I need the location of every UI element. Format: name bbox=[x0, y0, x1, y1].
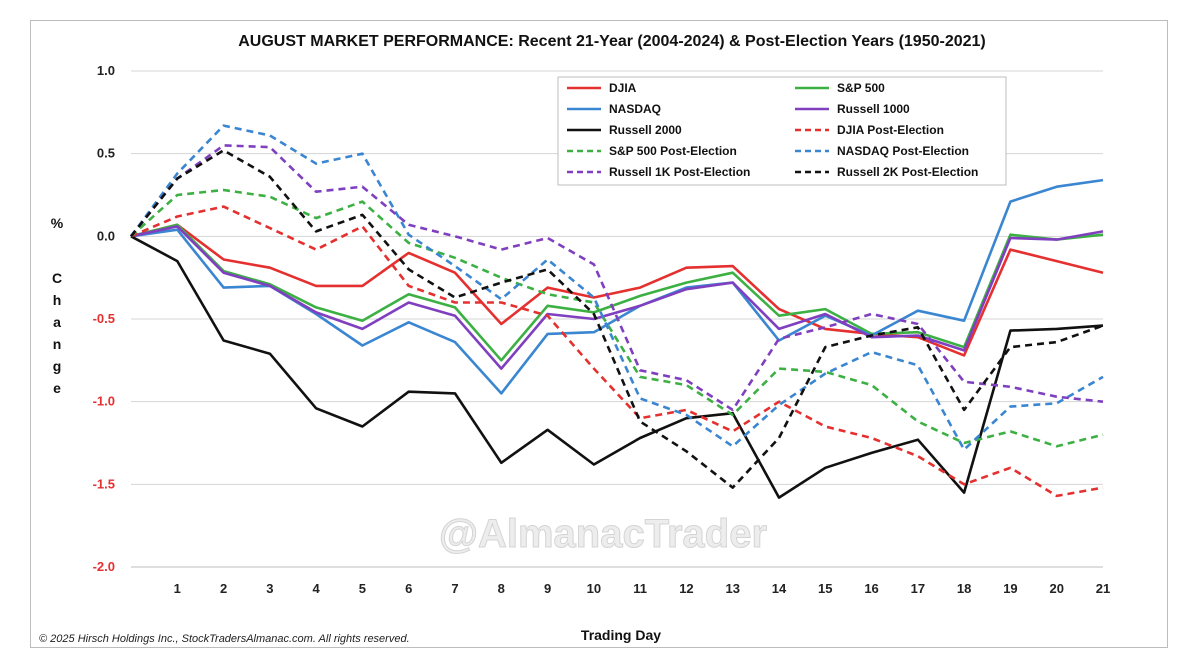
legend: DJIA S&P 500 NASDAQ Russell 1000 Russell 200… bbox=[557, 76, 1007, 186]
legend-label: NASDAQ Post-Election bbox=[837, 144, 969, 158]
x-tick-label: 4 bbox=[313, 581, 321, 596]
x-tick-label: 9 bbox=[544, 581, 551, 596]
series-lines bbox=[129, 124, 1104, 499]
x-tick-label: 6 bbox=[405, 581, 412, 596]
chart-frame: AUGUST MARKET PERFORMANCE: Recent 21-Yea… bbox=[30, 20, 1168, 648]
x-tick-label: 19 bbox=[1003, 581, 1017, 596]
y-tick-label: -0.5 bbox=[93, 311, 115, 326]
x-tick-label: 17 bbox=[911, 581, 925, 596]
x-axis-ticks: 1 2 3 4 5 6 7 8 9 10 11 12 13 14 15 16 17 18 19 20 21 bbox=[174, 581, 1111, 596]
legend-label: DJIA bbox=[609, 81, 637, 95]
gridlines bbox=[131, 70, 1103, 568]
series-line bbox=[130, 225, 1104, 370]
legend-label: S&P 500 bbox=[837, 81, 885, 95]
y-tick-label: -2.0 bbox=[93, 559, 115, 574]
x-tick-label: 11 bbox=[633, 581, 647, 596]
legend-label: Russell 2K Post-Election bbox=[837, 165, 978, 179]
y-tick-label: 0.0 bbox=[97, 228, 115, 243]
y-axis-label-letter: n bbox=[53, 336, 62, 352]
y-axis-label-percent: % bbox=[51, 215, 64, 231]
x-tick-label: 5 bbox=[359, 581, 366, 596]
y-tick-label: 0.5 bbox=[97, 146, 115, 161]
watermark: @AlmanacTrader bbox=[439, 512, 767, 556]
x-tick-label: 10 bbox=[587, 581, 601, 596]
x-tick-label: 13 bbox=[725, 581, 739, 596]
legend-label: Russell 2000 bbox=[609, 123, 682, 137]
y-tick-label: 1.0 bbox=[97, 63, 115, 78]
series-line bbox=[130, 205, 1104, 498]
y-axis-ticks: 1.0 0.5 0.0 -0.5 -1.0 -1.5 -2.0 bbox=[93, 63, 115, 574]
legend-label: DJIA Post-Election bbox=[837, 123, 944, 137]
y-tick-label: -1.0 bbox=[93, 394, 115, 409]
x-tick-label: 2 bbox=[220, 581, 227, 596]
series-line bbox=[129, 124, 1104, 451]
y-axis-label-letter: a bbox=[53, 314, 61, 330]
legend-label: S&P 500 Post-Election bbox=[609, 144, 737, 158]
y-axis-label-letter: g bbox=[53, 358, 62, 374]
x-tick-label: 1 bbox=[174, 581, 181, 596]
series-line bbox=[130, 223, 1104, 362]
legend-label: Russell 1K Post-Election bbox=[609, 165, 750, 179]
y-tick-label: -1.5 bbox=[93, 476, 115, 491]
x-tick-label: 14 bbox=[772, 581, 787, 596]
y-axis-label-letter: C bbox=[52, 270, 62, 286]
legend-box bbox=[557, 76, 1007, 186]
series-line bbox=[130, 235, 1104, 499]
legend-label: Russell 1000 bbox=[837, 102, 910, 116]
series-line bbox=[130, 188, 1104, 448]
chart-title: AUGUST MARKET PERFORMANCE: Recent 21-Yea… bbox=[238, 33, 986, 50]
copyright-notice: © 2025 Hirsch Holdings Inc., StockTrader… bbox=[39, 633, 410, 645]
series-line bbox=[129, 149, 1104, 489]
x-tick-label: 12 bbox=[679, 581, 693, 596]
y-axis-label-letter: e bbox=[53, 380, 61, 396]
x-tick-label: 3 bbox=[266, 581, 273, 596]
legend-label: NASDAQ bbox=[609, 102, 661, 116]
x-tick-label: 15 bbox=[818, 581, 832, 596]
x-tick-label: 20 bbox=[1049, 581, 1063, 596]
x-tick-label: 18 bbox=[957, 581, 971, 596]
x-axis-label: Trading Day bbox=[581, 627, 661, 643]
y-axis-label-letter: h bbox=[53, 292, 62, 308]
x-tick-label: 8 bbox=[498, 581, 505, 596]
series-line bbox=[129, 144, 1104, 412]
line-chart: AUGUST MARKET PERFORMANCE: Recent 21-Yea… bbox=[39, 33, 1111, 645]
x-tick-label: 16 bbox=[864, 581, 878, 596]
x-tick-label: 7 bbox=[451, 581, 458, 596]
series-line bbox=[130, 223, 1104, 357]
x-tick-label: 21 bbox=[1096, 581, 1110, 596]
